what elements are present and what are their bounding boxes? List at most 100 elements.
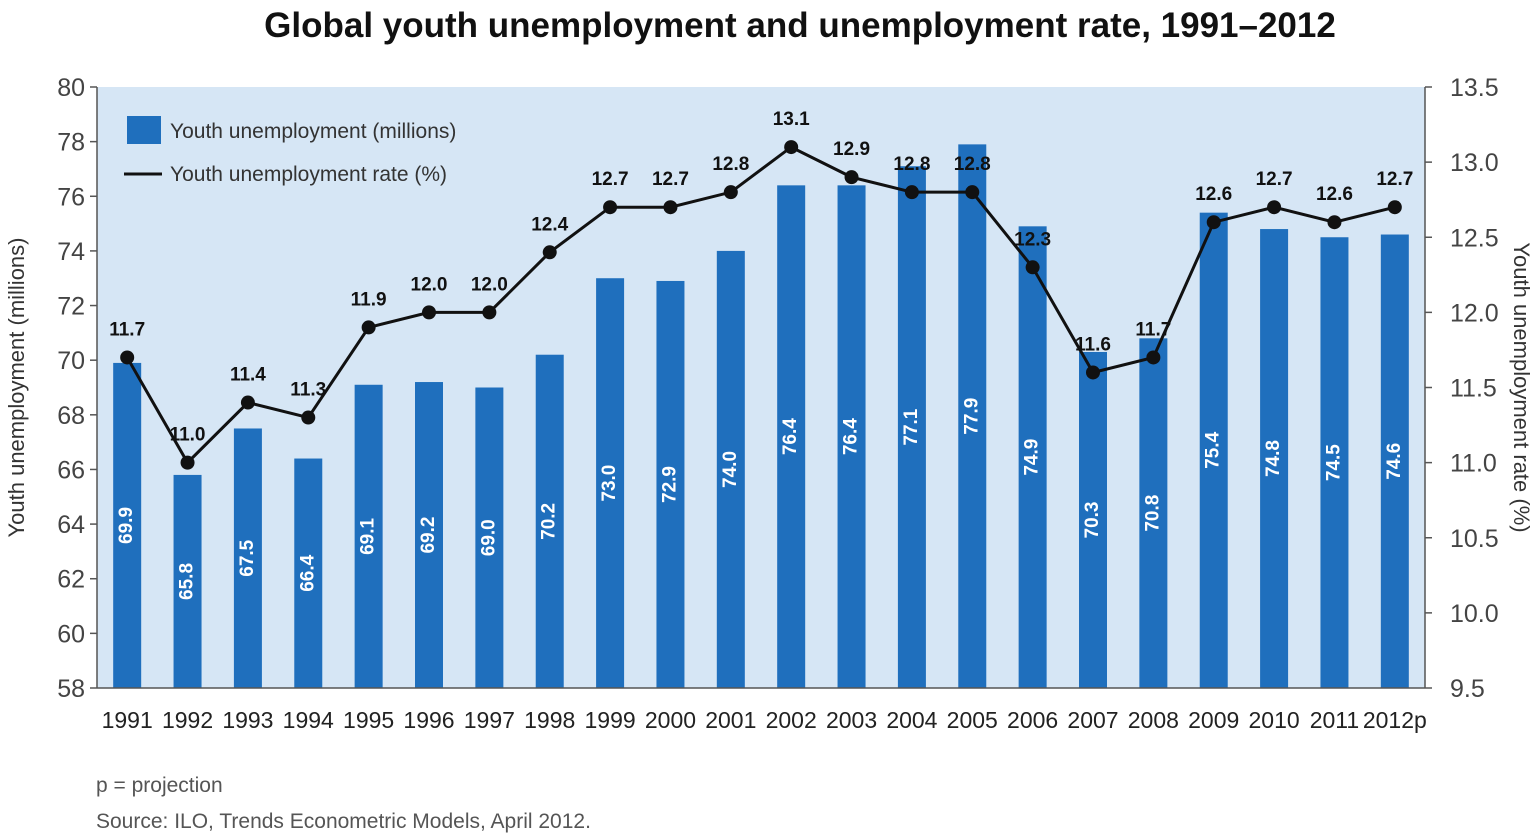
y-axis-right-title: Youth unemployment rate (%) [1509,242,1534,532]
y-right-tick-label: 11.5 [1450,375,1497,403]
bar-label-2002: 76.4 [780,418,801,455]
bar-1994 [294,458,323,688]
bar-1999 [596,278,625,688]
x-tick-label: 2008 [1128,707,1179,733]
y-left-tick-label: 70 [57,347,85,375]
bar-1992 [173,474,202,688]
rate-label-1994: 11.3 [290,380,326,401]
bar-2007 [1079,351,1107,688]
rate-point-2008 [1146,350,1161,365]
bar-1995 [354,384,383,688]
y-right-tick-label: 9.5 [1450,675,1485,703]
rate-point-1991 [120,350,135,365]
x-tick-label: 1999 [585,707,636,733]
rate-label-2010: 12.7 [1256,169,1293,190]
rate-label-1998: 12.4 [531,214,568,235]
y-left-tick-label: 60 [57,620,85,648]
legend-line-label: Youth unemployment rate (%) [170,163,447,186]
rate-label-2006: 12.3 [1014,229,1051,250]
x-tick-label: 1998 [524,707,575,733]
y-right-tick-label: 13.0 [1450,149,1499,177]
rate-line [125,145,1396,466]
bar-label-1995: 69.1 [358,517,379,554]
bar-label-2001: 74.0 [720,451,741,488]
rate-label-1993: 11.4 [230,365,266,386]
bar-2011 [1320,237,1349,688]
bar-2012p [1380,234,1409,688]
rate-label-2012p: 12.7 [1376,169,1413,190]
rate-point-2005 [965,185,980,200]
rate-point-1993 [240,395,255,410]
y-left-tick-label: 80 [57,74,85,102]
rate-point-2006 [1025,260,1040,275]
x-tick-label: 2009 [1188,707,1239,733]
y-axis-left-title: Youth unemployment (millions) [4,238,29,538]
y-left-tick-label: 66 [57,456,85,484]
y-right-tick-label: 10.5 [1450,525,1499,553]
bar-label-1993: 67.5 [237,539,258,576]
x-tick-label: 1993 [222,707,273,733]
bar-2009 [1199,212,1228,688]
bar-label-2005: 77.9 [961,398,982,435]
y-left-tick-label: 64 [57,511,85,539]
y-left-tick-label: 76 [57,183,85,211]
bar-2004 [897,166,926,689]
legend-bar-label: Youth unemployment (millions) [170,120,456,143]
rate-point-1999 [603,200,618,215]
rate-point-2004 [904,185,919,200]
source-note: Source: ILO, Trends Econometric Models, … [96,810,591,833]
rate-label-2000: 12.7 [652,169,689,190]
bar-label-1996: 69.2 [418,517,439,554]
bar-2001 [716,250,745,688]
bar-label-1994: 66.4 [297,554,318,591]
x-tick-label: 2003 [826,707,877,733]
rate-label-1992: 11.0 [170,425,206,446]
bar-label-1999: 73.0 [599,465,620,502]
rate-label-2007: 11.6 [1075,334,1111,355]
rate-label-2008: 11.7 [1135,319,1171,340]
y-left-tick-label: 58 [57,675,85,703]
x-tick-label: 2000 [645,707,696,733]
rate-point-1995 [361,320,376,335]
x-tick-label: 2001 [705,707,756,733]
x-tick-label: 2006 [1007,707,1058,733]
legend: Youth unemployment (millions) Youth unem… [124,116,456,186]
legend-bar-swatch [127,116,161,144]
rate-point-2003 [844,170,859,185]
bar-label-1997: 69.0 [478,519,499,556]
x-tick-label: 1994 [283,707,334,733]
x-tick-label: 1995 [343,707,394,733]
bar-label-2006: 74.9 [1022,439,1043,476]
bar-2000 [656,280,685,688]
rate-label-2009: 12.6 [1195,184,1232,205]
y-right-tick-label: 10.0 [1450,600,1499,628]
rate-label-2002: 13.1 [773,109,810,130]
rate-label-1991: 11.7 [109,319,145,340]
rate-label-2001: 12.8 [712,154,749,175]
bar-label-2012p: 74.6 [1384,443,1405,480]
bar-2006 [1018,226,1047,688]
bar-2008 [1139,338,1168,688]
projection-note: p = projection [96,774,223,797]
bar-label-2011: 74.5 [1323,444,1344,481]
y-right-tick-label: 11.0 [1450,450,1497,478]
rate-point-2012p [1387,200,1402,215]
x-tick-label: 1996 [403,707,454,733]
rate-label-2004: 12.8 [893,154,930,175]
y-left-tick-label: 68 [57,402,85,430]
bar-1991 [113,362,142,688]
bar-1997 [475,387,504,688]
bar-label-1991: 69.9 [116,507,137,544]
x-tick-label: 1997 [464,707,515,733]
x-tick-label: 2004 [886,707,937,733]
rate-point-2011 [1327,215,1342,230]
bar-label-2008: 70.8 [1142,495,1163,532]
rate-point-2001 [723,185,738,200]
y-right-tick-label: 13.5 [1450,74,1499,102]
bar-2005 [958,144,987,689]
x-tick-label: 2007 [1067,707,1118,733]
y-right-tick-label: 12.0 [1450,299,1499,327]
bar-1998 [535,354,564,688]
rate-label-1997: 12.0 [471,274,508,295]
